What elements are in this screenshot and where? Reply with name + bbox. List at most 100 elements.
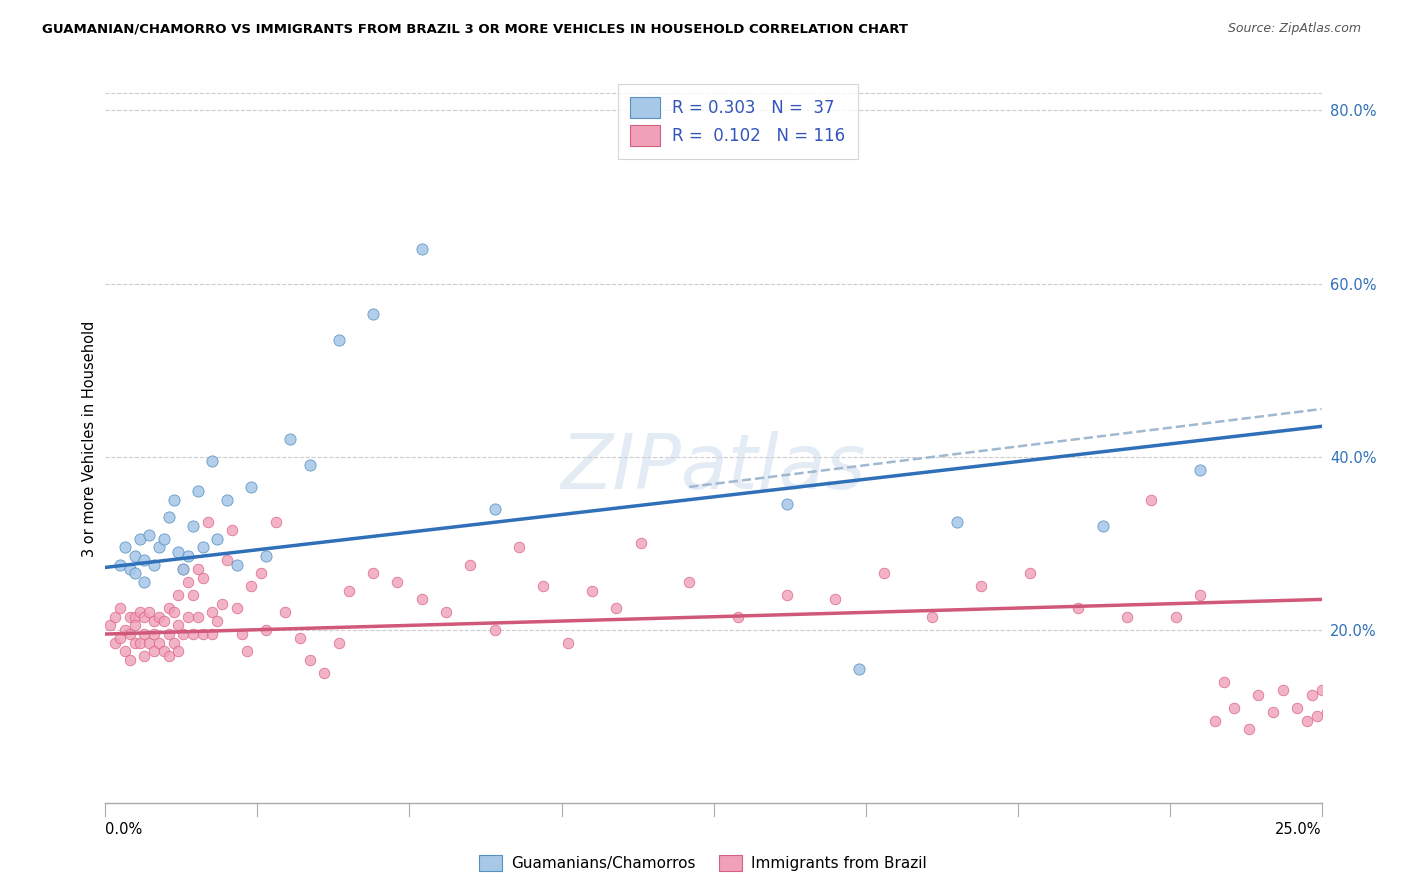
Point [124, 618, 146, 632]
Point [128, 606, 150, 620]
Point [148, 636, 170, 650]
Point [143, 558, 166, 572]
Point [1320, 718, 1343, 732]
Point [387, 575, 409, 590]
Point [1213, 674, 1236, 689]
Point [143, 614, 166, 628]
Point [1286, 700, 1309, 714]
Point [775, 497, 797, 511]
Point [143, 627, 166, 641]
Point [138, 606, 160, 620]
Point [191, 627, 214, 641]
Point [118, 653, 141, 667]
Point [240, 579, 263, 593]
Point [134, 553, 156, 567]
Point [254, 623, 277, 637]
Point [104, 609, 127, 624]
Text: 25.0%: 25.0% [1275, 822, 1322, 838]
Point [1296, 714, 1319, 728]
Point [1384, 683, 1406, 698]
Point [1067, 601, 1090, 615]
Point [1091, 519, 1114, 533]
Point [1140, 492, 1163, 507]
Point [138, 636, 160, 650]
Point [128, 532, 150, 546]
Point [1369, 718, 1392, 732]
Point [172, 562, 194, 576]
Point [167, 588, 190, 602]
Point [177, 609, 200, 624]
Point [221, 523, 243, 537]
Point [153, 644, 176, 658]
Point [240, 480, 263, 494]
Point [187, 562, 209, 576]
Point [157, 648, 180, 663]
Point [217, 492, 239, 507]
Point [118, 562, 141, 576]
Point [264, 515, 287, 529]
Point [143, 644, 166, 658]
Point [157, 510, 180, 524]
Point [1344, 718, 1367, 732]
Point [1354, 709, 1376, 723]
Point [775, 588, 797, 602]
Point [134, 575, 156, 590]
Point [970, 579, 993, 593]
Point [134, 648, 156, 663]
Point [181, 588, 204, 602]
Point [148, 541, 170, 555]
Point [314, 665, 336, 680]
Point [181, 519, 204, 533]
Point [1271, 683, 1294, 698]
Point [124, 566, 146, 581]
Legend: R = 0.303   N =  37, R =  0.102   N = 116: R = 0.303 N = 37, R = 0.102 N = 116 [619, 84, 858, 159]
Point [328, 636, 350, 650]
Point [177, 549, 200, 563]
Point [98, 618, 121, 632]
Point [328, 333, 350, 347]
Point [201, 454, 224, 468]
Point [361, 307, 384, 321]
Text: 0.0%: 0.0% [105, 822, 142, 838]
Point [250, 566, 273, 581]
Point [138, 527, 160, 541]
Point [1018, 566, 1040, 581]
Point [207, 532, 229, 546]
Point [162, 492, 184, 507]
Point [134, 627, 156, 641]
Point [411, 242, 433, 256]
Point [531, 579, 554, 593]
Point [207, 614, 229, 628]
Point [124, 609, 146, 624]
Point [162, 636, 184, 650]
Point [157, 601, 180, 615]
Point [1378, 709, 1400, 723]
Point [1340, 700, 1362, 714]
Point [630, 536, 652, 550]
Point [191, 571, 214, 585]
Point [298, 458, 321, 473]
Point [148, 609, 170, 624]
Point [945, 515, 967, 529]
Point [118, 627, 141, 641]
Point [337, 583, 360, 598]
Point [1189, 462, 1212, 476]
Point [104, 636, 127, 650]
Point [1364, 700, 1386, 714]
Point [162, 606, 184, 620]
Point [177, 575, 200, 590]
Point [1116, 609, 1139, 624]
Point [605, 601, 627, 615]
Point [172, 562, 194, 576]
Point [1330, 709, 1353, 723]
Point [197, 515, 219, 529]
Point [167, 644, 190, 658]
Point [581, 583, 603, 598]
Point [484, 623, 506, 637]
Point [153, 614, 176, 628]
Point [108, 632, 131, 646]
Text: GUAMANIAN/CHAMORRO VS IMMIGRANTS FROM BRAZIL 3 OR MORE VEHICLES IN HOUSEHOLD COR: GUAMANIAN/CHAMORRO VS IMMIGRANTS FROM BR… [42, 22, 908, 36]
Point [288, 632, 311, 646]
Point [1360, 683, 1382, 698]
Point [873, 566, 896, 581]
